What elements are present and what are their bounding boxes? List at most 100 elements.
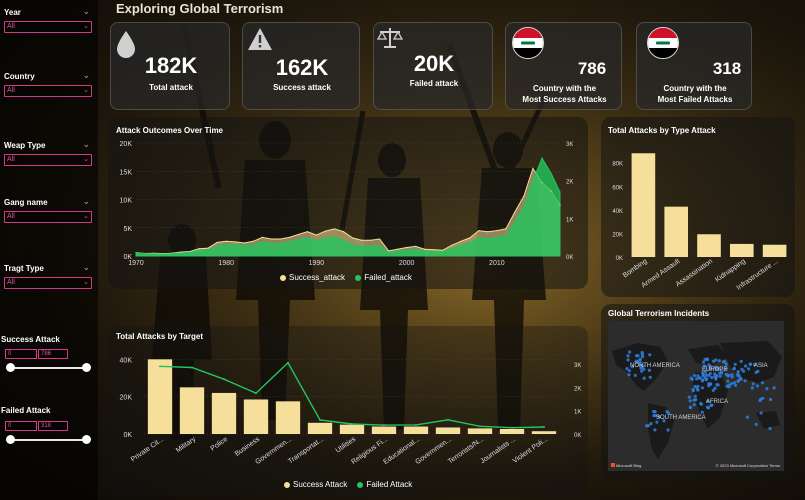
incident-dot xyxy=(696,384,700,388)
x-tick-label: 1980 xyxy=(218,260,234,267)
incident-dot xyxy=(702,360,706,364)
failed-point xyxy=(469,242,471,244)
incident-dot xyxy=(761,396,765,400)
success-range-min-input[interactable]: 0 xyxy=(5,349,37,359)
incident-dot xyxy=(726,374,730,378)
success-point xyxy=(487,231,489,233)
country-dropdown[interactable]: All ⌄ xyxy=(4,85,92,97)
failed-point xyxy=(162,253,164,255)
incident-dot xyxy=(697,376,701,380)
incident-dot xyxy=(693,394,697,398)
incident-dot xyxy=(733,362,737,366)
y-tick-label: 60K xyxy=(612,185,623,191)
gang-name-slicer: Gang name ⌄ All ⌄ xyxy=(4,196,92,223)
incident-dot xyxy=(655,420,659,424)
type-bar xyxy=(762,244,787,257)
success-point xyxy=(342,231,345,233)
incident-dot xyxy=(626,354,630,358)
target-chart-panel: Total Attacks by Target 0K 20K 40K 0K 1K 2K 3K… xyxy=(108,326,588,496)
incident-dot xyxy=(694,398,698,402)
weapon-type-dropdown[interactable]: All ⌄ xyxy=(4,154,92,166)
incident-dot xyxy=(634,360,638,364)
incident-dot xyxy=(642,376,646,380)
success-range-max-handle[interactable] xyxy=(82,363,91,372)
x-tick-label: Business xyxy=(234,436,262,458)
chevron-down-icon[interactable]: ⌄ xyxy=(82,139,90,149)
success-point xyxy=(397,248,399,250)
gang-name-dropdown[interactable]: All ⌄ xyxy=(4,211,92,223)
success-range-max-input[interactable]: 786 xyxy=(38,349,68,359)
target-type-dropdown[interactable]: All ⌄ xyxy=(4,277,92,289)
incident-dot xyxy=(642,367,646,371)
incident-dot xyxy=(727,385,731,389)
success-point xyxy=(207,247,209,249)
dropdown-arrow-icon: ⌄ xyxy=(83,279,89,286)
failed-range-min-input[interactable]: 0 xyxy=(5,421,37,431)
target-chart[interactable]: 0K 20K 40K 0K 1K 2K 3K Private Cit... Military Po… xyxy=(108,340,588,490)
failed-point xyxy=(252,244,254,246)
failed-point xyxy=(333,236,336,238)
target-bar xyxy=(243,399,269,434)
chevron-down-icon[interactable]: ⌄ xyxy=(82,196,90,206)
incident-dot xyxy=(707,374,711,378)
type-bar xyxy=(729,243,754,257)
failed-range-max-handle[interactable] xyxy=(82,435,91,444)
legend-label: Success Attack xyxy=(293,480,348,489)
x-tick-label: Assassination xyxy=(675,258,714,289)
slicer-label: Gang name xyxy=(4,198,48,207)
slicer-label: Year xyxy=(4,8,21,17)
failed-point xyxy=(415,423,417,426)
outcomes-chart[interactable]: 0K 5K 10K 15K 20K 0K 1K 2K 3K 1970 1980 1990 2000 201… xyxy=(108,133,588,283)
y-tick-label: 40K xyxy=(612,209,623,215)
incident-dot xyxy=(648,353,652,357)
success-point xyxy=(478,229,480,232)
incident-dot xyxy=(743,379,747,383)
success-range-min-handle[interactable] xyxy=(6,363,15,372)
year-dropdown[interactable]: All ⌄ xyxy=(4,21,92,33)
success-point xyxy=(288,236,290,238)
incident-dot xyxy=(726,379,730,383)
success-point xyxy=(369,239,372,241)
failed-legend-swatch xyxy=(355,274,362,281)
success-point xyxy=(433,249,435,251)
incident-dot xyxy=(627,369,631,373)
target-bar xyxy=(211,392,237,434)
success-point xyxy=(541,181,543,184)
chevron-down-icon[interactable]: ⌄ xyxy=(82,6,90,16)
target-bar xyxy=(147,359,173,434)
incident-dot xyxy=(652,414,656,418)
incident-dot xyxy=(750,386,754,390)
type-bar xyxy=(697,234,721,257)
success-point xyxy=(297,233,299,236)
incident-dot xyxy=(635,354,639,358)
incident-dot xyxy=(625,367,629,371)
kpi-value: 162K xyxy=(275,55,329,80)
x-tick-label: Private Cit... xyxy=(130,436,165,464)
failed-range-max-input[interactable]: 318 xyxy=(38,421,68,431)
incident-dot xyxy=(639,363,643,367)
incident-dot xyxy=(754,370,758,374)
failed-point xyxy=(460,244,462,247)
success-point xyxy=(216,241,218,244)
incident-dot xyxy=(732,367,736,371)
failed-point xyxy=(261,241,263,243)
failed-point xyxy=(255,392,257,395)
chevron-down-icon[interactable]: ⌄ xyxy=(82,262,90,272)
success-point xyxy=(225,240,227,242)
failed-point xyxy=(171,253,173,255)
chevron-down-icon[interactable]: ⌄ xyxy=(82,70,90,80)
slicer-value: All xyxy=(7,87,15,94)
incident-dot xyxy=(665,410,669,414)
success-point xyxy=(496,229,498,232)
x-tick-label: Transportat... xyxy=(287,436,325,465)
incident-dot xyxy=(701,378,705,382)
failed-range-min-handle[interactable] xyxy=(6,435,15,444)
x-tick-label: 1970 xyxy=(128,260,144,267)
success-point xyxy=(523,195,525,197)
incident-dot xyxy=(657,415,661,419)
world-map[interactable]: NORTH AMERICA EUROPE ASIA AFRICA SOUTH A… xyxy=(608,321,784,471)
success-point xyxy=(532,167,534,170)
incident-dot xyxy=(772,386,776,390)
failed-point xyxy=(270,242,272,244)
